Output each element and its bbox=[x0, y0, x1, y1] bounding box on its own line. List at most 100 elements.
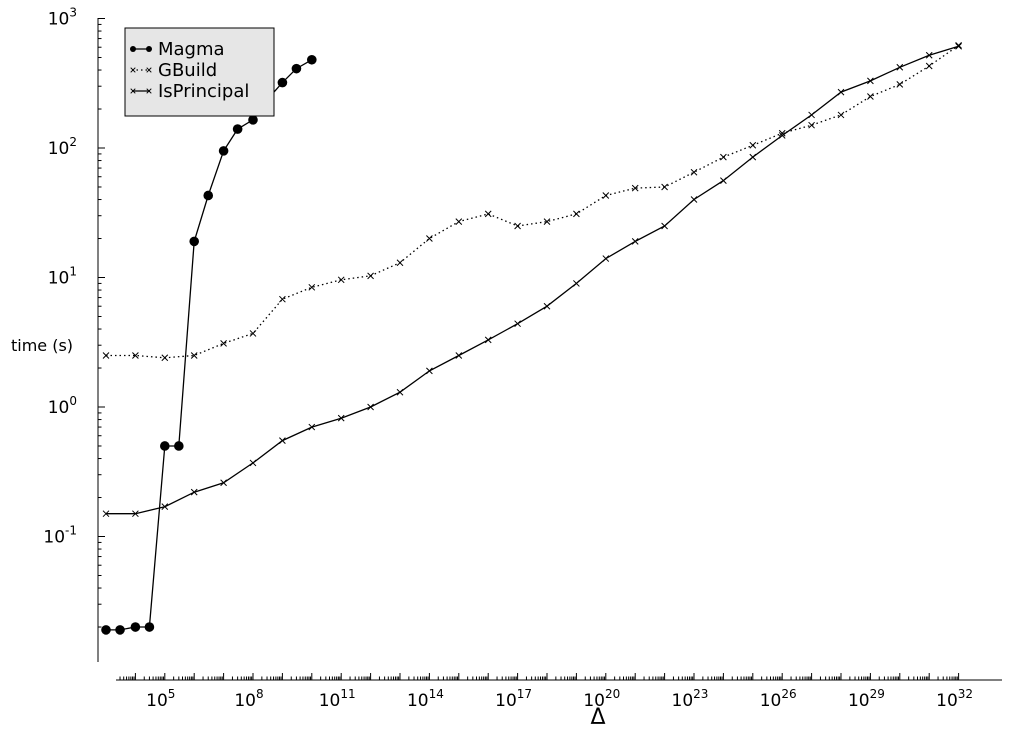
x-axis-label: Δ bbox=[590, 705, 605, 729]
series-gbuild-point bbox=[426, 235, 433, 242]
series-isprincipal-point bbox=[631, 238, 639, 245]
x-tick-label-exponent: 20 bbox=[605, 687, 620, 701]
x-tick-label-base: 10 bbox=[760, 691, 782, 711]
series-isprincipal-point bbox=[220, 479, 227, 487]
series-isprincipal-point bbox=[396, 388, 404, 396]
series-isprincipal-point bbox=[867, 77, 874, 85]
legend-label: Magma bbox=[158, 39, 225, 60]
series-gbuild-point bbox=[896, 81, 904, 88]
series-gbuild-line bbox=[106, 44, 959, 359]
x-tick-label: 1029 bbox=[848, 687, 885, 711]
series-magma-point bbox=[218, 146, 229, 156]
series-isprincipal-point bbox=[837, 88, 845, 96]
x-tick-label-base: 10 bbox=[495, 691, 517, 711]
series-gbuild-point bbox=[161, 354, 169, 362]
series-isprincipal-point bbox=[484, 336, 492, 344]
y-tick-label-exponent: 3 bbox=[69, 6, 77, 20]
y-tick-label: 10-1 bbox=[43, 524, 77, 548]
y-tick-label: 100 bbox=[48, 394, 77, 418]
series-isprincipal-point bbox=[367, 403, 374, 411]
legend-swatch-marker bbox=[146, 88, 152, 94]
y-axis-label: time (s) bbox=[11, 336, 73, 355]
plot-area bbox=[101, 42, 962, 635]
x-tick-label: 1011 bbox=[319, 687, 356, 711]
x-tick-label-base: 10 bbox=[583, 691, 605, 711]
series-isprincipal-point bbox=[896, 63, 904, 71]
legend-swatch-marker bbox=[130, 67, 136, 73]
series-gbuild-point bbox=[573, 210, 580, 218]
series-isprincipal-point bbox=[102, 510, 110, 518]
series-isprincipal-point bbox=[778, 132, 786, 139]
series-gbuild-point bbox=[367, 272, 374, 280]
y-tick-label: 102 bbox=[48, 135, 77, 159]
x-tick-label-exponent: 11 bbox=[340, 687, 355, 701]
y-tick-label: 103 bbox=[48, 6, 77, 30]
series-gbuild-point bbox=[484, 210, 492, 218]
series-isprincipal-point bbox=[455, 352, 463, 359]
x-tick-label: 1020 bbox=[583, 687, 620, 711]
legend-label: IsPrincipal bbox=[158, 81, 249, 102]
x-tick-label-base: 10 bbox=[407, 691, 429, 711]
series-isprincipal-point bbox=[925, 51, 933, 59]
series-gbuild-point bbox=[337, 276, 345, 284]
x-tick-label-base: 10 bbox=[146, 691, 168, 711]
series-gbuild-point bbox=[837, 111, 845, 119]
legend-item-isprincipal: IsPrincipal bbox=[130, 81, 249, 102]
x-tick-label-exponent: 14 bbox=[429, 687, 444, 701]
series-gbuild-point bbox=[808, 121, 815, 129]
y-tick-label-exponent: -1 bbox=[65, 524, 77, 538]
legend-swatch-marker bbox=[146, 67, 152, 73]
series-isprincipal-point bbox=[661, 222, 668, 230]
series-isprincipal-point bbox=[190, 488, 198, 496]
y-tick-label-exponent: 1 bbox=[69, 265, 77, 279]
series-gbuild-point bbox=[132, 352, 139, 359]
series-magma-point bbox=[291, 63, 302, 74]
series-magma-point bbox=[160, 441, 170, 451]
x-tick-label-base: 10 bbox=[234, 691, 256, 711]
series-isprincipal-point bbox=[543, 302, 551, 310]
x-tick-label: 1014 bbox=[407, 687, 444, 711]
x-tick-label: 1026 bbox=[760, 687, 797, 711]
x-tick-label: 108 bbox=[234, 687, 263, 711]
x-tick-label-exponent: 26 bbox=[781, 687, 796, 701]
series-isprincipal-point bbox=[514, 320, 521, 328]
x-tick-label-exponent: 8 bbox=[256, 687, 264, 701]
legend-box bbox=[124, 27, 275, 117]
y-tick-label-base: 10 bbox=[43, 528, 65, 548]
series-gbuild-point bbox=[720, 153, 727, 161]
x-tick-label-exponent: 32 bbox=[958, 687, 973, 701]
series-magma-point bbox=[101, 625, 111, 635]
series-isprincipal-point bbox=[690, 196, 698, 203]
series-gbuild-point bbox=[778, 129, 786, 137]
x-tick-label-base: 10 bbox=[936, 691, 958, 711]
series-gbuild-point bbox=[190, 352, 198, 359]
x-tick-label: 1017 bbox=[495, 687, 532, 711]
series-gbuild bbox=[102, 42, 962, 362]
series-gbuild-point bbox=[867, 93, 874, 100]
x-tick-label: 1032 bbox=[936, 687, 973, 711]
y-tick-label-base: 10 bbox=[48, 398, 70, 418]
y-tick-label-base: 10 bbox=[48, 139, 70, 159]
series-isprincipal bbox=[102, 42, 962, 518]
series-magma-point bbox=[232, 124, 243, 134]
series-magma-point bbox=[174, 441, 184, 451]
series-gbuild-point bbox=[543, 218, 551, 225]
series-gbuild-point bbox=[631, 184, 639, 192]
x-tick-label-exponent: 17 bbox=[517, 687, 532, 701]
series-isprincipal-point bbox=[955, 42, 962, 50]
legend-swatch-marker bbox=[146, 46, 152, 52]
series-isprincipal-point bbox=[132, 510, 139, 518]
series-magma-point bbox=[130, 622, 141, 632]
series-gbuild-point bbox=[249, 330, 257, 337]
y-tick-label-exponent: 2 bbox=[69, 135, 77, 149]
series-magma-point bbox=[189, 236, 199, 247]
series-isprincipal-point bbox=[249, 459, 257, 467]
series-magma-point bbox=[248, 115, 258, 125]
y-tick-label-base: 10 bbox=[48, 10, 70, 30]
series-gbuild-point bbox=[308, 283, 316, 291]
series-isprincipal-point bbox=[337, 414, 345, 422]
series-isprincipal-point bbox=[161, 503, 169, 511]
